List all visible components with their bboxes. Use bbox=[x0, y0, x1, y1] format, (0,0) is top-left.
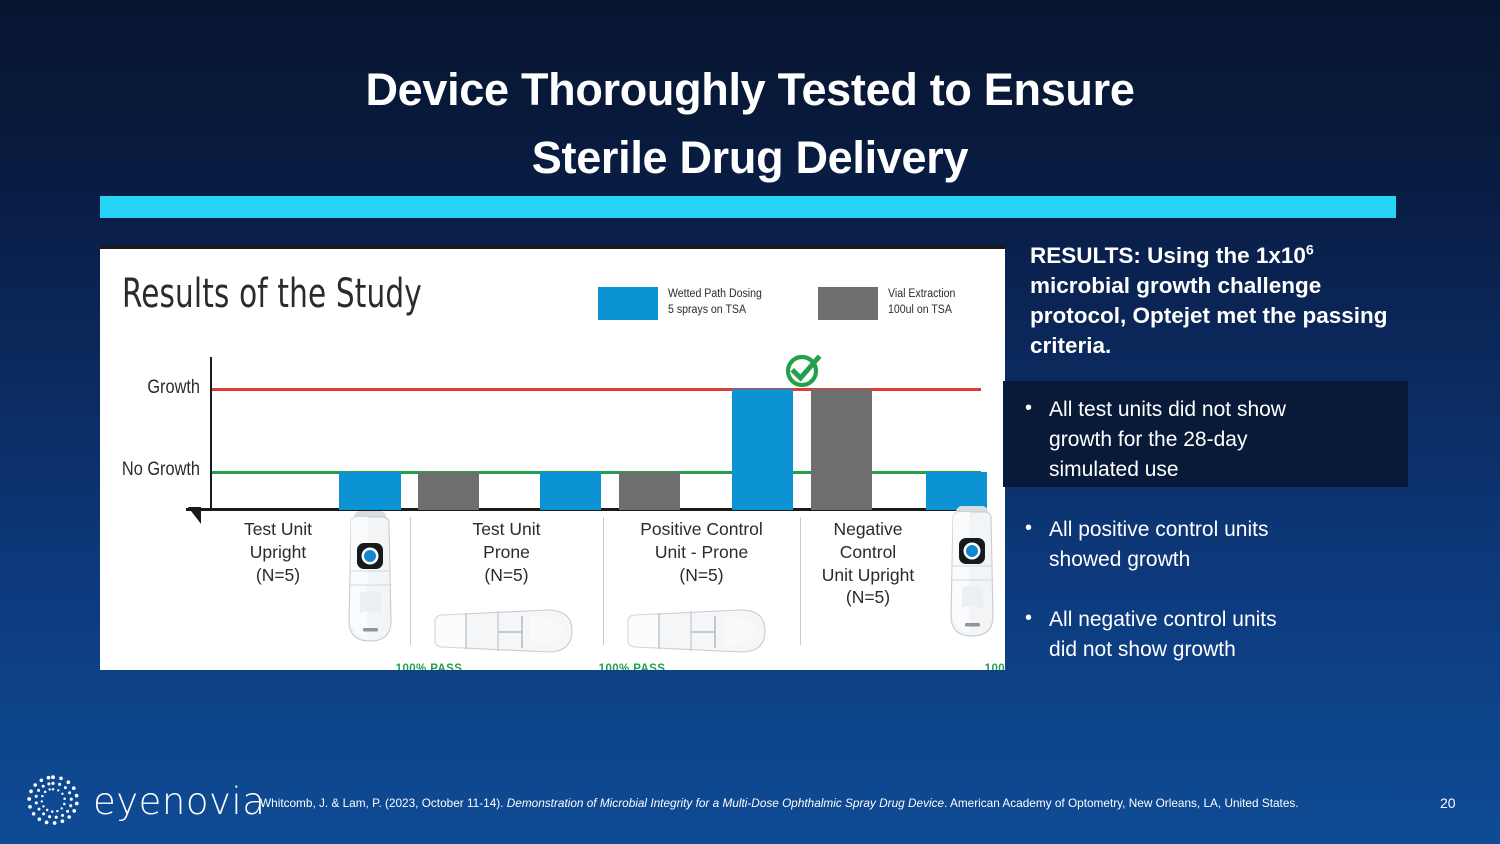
device-upright-icon bbox=[950, 506, 994, 637]
brand-logo-text: eyenovia bbox=[93, 779, 266, 823]
group-cell-test-unit-upright: Test Unit Upright (N=5) bbox=[218, 511, 410, 670]
results-heading-exponent: 6 bbox=[1305, 242, 1314, 259]
pass-label-test-unit-prone: 100% PASS bbox=[598, 663, 666, 670]
chart-plot-area: Growth No Growth 100% PASS bbox=[100, 249, 1005, 670]
group-cell-test-unit-prone: Test Unit Prone (N=5) bbox=[410, 514, 603, 670]
annotation-negative-control: 100% PASS bbox=[976, 663, 1005, 670]
annotation-test-unit-prone: 100% PASS bbox=[590, 663, 674, 670]
results-heading: RESULTS: Using the 1x106 microbial growt… bbox=[1030, 241, 1390, 361]
legend-label-wetted-path-dosing: Wetted Path Dosing 5 sprays on TSA bbox=[668, 288, 762, 316]
accent-bar bbox=[100, 196, 1396, 218]
legend-swatch-gray bbox=[818, 287, 879, 320]
group-separator bbox=[410, 517, 411, 645]
group-cell-negative-control: Negative Control Unit Upright (N=5) bbox=[800, 506, 1005, 670]
group-label-test-unit-prone: Test Unit Prone (N=5) bbox=[472, 519, 541, 585]
page-title: Device Thoroughly Tested to Ensure Steri… bbox=[365, 64, 1135, 183]
citation-title: Demonstration of Microbial Integrity for… bbox=[506, 796, 945, 810]
device-prone-icon bbox=[627, 609, 766, 653]
group-separator bbox=[603, 517, 604, 645]
y-tick-label-no-growth: No Growth bbox=[121, 459, 200, 480]
legend-swatch-blue bbox=[598, 287, 658, 320]
y-axis-line bbox=[210, 357, 212, 509]
results-heading-pre: RESULTS: Using the 1x10 bbox=[1030, 243, 1306, 268]
bar-negative-control-wetted bbox=[926, 472, 987, 510]
bullet-item-negative-control: • All negative control units did not sho… bbox=[1025, 605, 1405, 665]
pass-label-test-unit-upright: 100% PASS bbox=[395, 663, 463, 670]
group-label-negative-control: Negative Control Unit Upright (N=5) bbox=[821, 519, 915, 608]
bar-test-unit-upright-vial bbox=[418, 472, 479, 510]
bullet-item-positive-control: • All positive control units showed grow… bbox=[1025, 515, 1405, 575]
bullet-dot-icon: • bbox=[1025, 607, 1033, 629]
circle-check-icon bbox=[785, 354, 822, 388]
bullet-highlight-box bbox=[1003, 381, 1408, 487]
group-label-positive-control: Positive Control Unit - Prone (N=5) bbox=[640, 519, 763, 585]
chart-legend: Wetted Path Dosing 5 sprays on TSA Vial … bbox=[598, 287, 961, 320]
results-heading-post: microbial growth challenge protocol, Opt… bbox=[1030, 272, 1388, 358]
axis-origin-arrow bbox=[188, 507, 201, 524]
group-cell-positive-control: Positive Control Unit - Prone (N=5) bbox=[603, 514, 800, 670]
group-separator bbox=[800, 517, 801, 645]
brand-logo: eyenovia bbox=[24, 772, 265, 830]
citation-part1: Whitcomb, J. & Lam, P. (2023, October 11… bbox=[260, 796, 507, 810]
bullet-text-test-units: All test units did not show growth for t… bbox=[1049, 398, 1286, 481]
legend-item-wetted-path-dosing: Wetted Path Dosing 5 sprays on TSA bbox=[598, 287, 770, 320]
legend-label-vial-extraction: Vial Extraction 100ul on TSA bbox=[888, 288, 956, 316]
bar-test-unit-upright-wetted bbox=[339, 472, 401, 510]
page-number: 20 bbox=[1440, 795, 1456, 811]
device-upright-icon bbox=[348, 511, 392, 642]
citation-part2: . American Academy of Optometry, New Orl… bbox=[944, 796, 1299, 810]
bullet-dot-icon: • bbox=[1025, 517, 1033, 539]
pass-label-negative-control: 100% PASS bbox=[984, 663, 1005, 670]
chart-card: Results of the Study Wetted Path Dosing … bbox=[100, 245, 1005, 670]
growth-reference-line bbox=[211, 388, 981, 391]
y-tick-label-growth: Growth bbox=[147, 377, 200, 398]
bar-positive-control-vial bbox=[811, 389, 872, 510]
bullet-dot-icon: • bbox=[1025, 397, 1033, 419]
group-label-test-unit-upright: Test Unit Upright (N=5) bbox=[243, 519, 313, 585]
annotation-positive-control bbox=[761, 348, 845, 390]
device-prone-icon bbox=[434, 609, 573, 653]
eyenovia-mark-icon bbox=[27, 775, 79, 825]
bullet-item-test-units: • All test units did not show growth for… bbox=[1025, 395, 1405, 484]
legend-item-vial-extraction: Vial Extraction 100ul on TSA bbox=[818, 287, 961, 320]
chart-title: Results of the Study bbox=[122, 271, 422, 317]
citation: Whitcomb, J. & Lam, P. (2023, October 11… bbox=[260, 795, 1390, 812]
bar-test-unit-prone-wetted bbox=[540, 472, 601, 510]
annotation-test-unit-upright: 100% PASS bbox=[387, 663, 471, 670]
bullet-text-positive-control: All positive control units showed growth bbox=[1049, 518, 1269, 571]
bullet-text-negative-control: All negative control units did not show … bbox=[1049, 608, 1277, 661]
bar-test-unit-prone-vial bbox=[619, 472, 680, 510]
bar-positive-control-wetted bbox=[732, 389, 793, 510]
